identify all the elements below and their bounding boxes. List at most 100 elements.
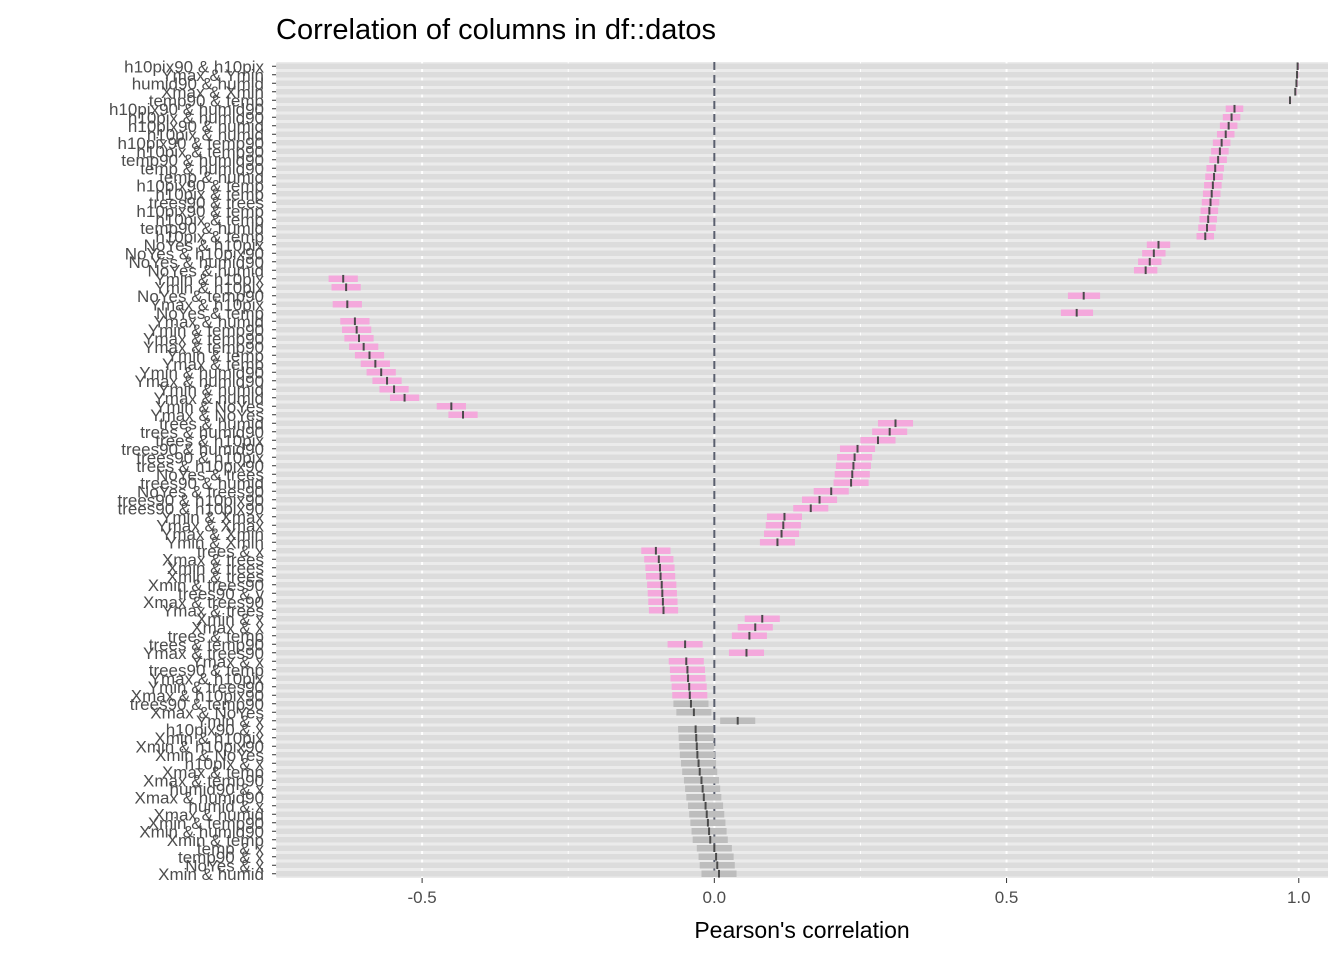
row-band	[276, 692, 1328, 698]
row-band	[276, 157, 1328, 163]
x-tick-label: -0.5	[407, 888, 436, 907]
row-band	[276, 811, 1328, 817]
row-band	[276, 123, 1328, 129]
row-band	[276, 828, 1328, 834]
y-tick-label: humid90 & humid	[132, 74, 264, 93]
y-tick-label: Ymax & temp90	[143, 329, 264, 348]
chart-title: Correlation of columns in df::datos	[276, 14, 716, 46]
y-tick-label: Ymin & Xmax	[161, 508, 264, 527]
y-tick-label: Xmin & temp90	[148, 814, 264, 833]
y-tick-label: NoYes & x	[185, 856, 264, 875]
y-tick-label: h10pix & x	[185, 754, 265, 773]
y-tick-label: temp & x	[197, 839, 265, 858]
row-band	[276, 709, 1328, 715]
row-band	[276, 726, 1328, 732]
row-band	[276, 871, 1328, 877]
row-band	[276, 395, 1328, 401]
row-band	[276, 480, 1328, 486]
row-band	[276, 114, 1328, 120]
row-band	[276, 667, 1328, 673]
y-tick-label: temp90 & temp	[149, 91, 264, 110]
y-tick-label: NoYes & h10pix90	[125, 244, 264, 263]
y-tick-label: NoYes & trees	[156, 465, 264, 484]
y-tick-label: h10pix90 & temp90	[118, 134, 265, 153]
y-tick-label: h10pix & humid90	[128, 108, 264, 127]
y-tick-label: h10pix & humid	[147, 125, 264, 144]
y-tick-label: Xmin & humid	[158, 865, 264, 884]
y-tick-label: trees & h10pix	[155, 431, 264, 450]
y-tick-label: trees & h10pix90	[136, 457, 264, 476]
row-band	[276, 590, 1328, 596]
row-band	[276, 72, 1328, 78]
y-tick-label: trees90 & h10pix	[136, 448, 264, 467]
y-tick-label: temp90 & humid	[140, 219, 264, 238]
row-band	[276, 63, 1328, 69]
y-tick-label: Xmin & NoYes	[155, 746, 264, 765]
row-band	[276, 420, 1328, 426]
row-band	[276, 837, 1328, 843]
y-tick-label: Xmax & x	[191, 618, 264, 637]
row-band	[276, 344, 1328, 350]
y-tick-label: Ymin & temp90	[148, 321, 264, 340]
y-tick-label: h10pix90 & h10pix	[124, 57, 264, 76]
y-tick-label: Xmax & trees90	[143, 593, 264, 612]
y-tick-label: Xmax & Xmin	[161, 83, 264, 102]
row-band	[276, 437, 1328, 443]
y-tick-label: Xmin & humid90	[139, 822, 264, 841]
row-band	[276, 701, 1328, 707]
y-tick-label: Xmax & humid90	[135, 788, 264, 807]
y-tick-label: Ymax & trees	[162, 601, 264, 620]
y-tick-label: Ymax & Xmin	[161, 525, 264, 544]
row-band	[276, 633, 1328, 639]
y-tick-label: Xmin & temp	[167, 831, 264, 850]
row-band	[276, 463, 1328, 469]
row-band	[276, 743, 1328, 749]
y-tick-label: NoYes & humid90	[129, 253, 264, 272]
row-band	[276, 378, 1328, 384]
row-band	[276, 488, 1328, 494]
row-band	[276, 267, 1328, 273]
y-tick-label: h10pix & temp	[155, 227, 264, 246]
y-tick-label: Ymin & trees90	[148, 678, 264, 697]
point-estimates	[342, 62, 1299, 878]
y-tick-label: trees90 & y	[178, 584, 264, 603]
y-tick-label: Xmin & trees	[167, 559, 264, 578]
y-tick-label: NoYes & trees90	[137, 482, 264, 501]
row-band	[276, 293, 1328, 299]
row-band	[276, 539, 1328, 545]
y-tick-label: NoYes & humid	[147, 261, 264, 280]
row-band	[276, 361, 1328, 367]
y-tick-label: h10pix & temp90	[136, 142, 264, 161]
row-band	[276, 794, 1328, 800]
y-tick-label: h10pix & temp	[155, 210, 264, 229]
row-band	[276, 208, 1328, 214]
y-tick-label: Ymin & humid90	[139, 363, 264, 382]
row-band	[276, 386, 1328, 392]
row-band	[276, 80, 1328, 86]
row-band	[276, 335, 1328, 341]
row-band	[276, 607, 1328, 613]
row-band	[276, 242, 1328, 248]
x-axis-label: Pearson's correlation	[694, 917, 909, 943]
row-band	[276, 352, 1328, 358]
row-band	[276, 650, 1328, 656]
row-band	[276, 522, 1328, 528]
row-band	[276, 191, 1328, 197]
row-band	[276, 310, 1328, 316]
row-band	[276, 531, 1328, 537]
y-tick-label: temp & humid90	[140, 159, 264, 178]
row-band	[276, 318, 1328, 324]
y-tick-label: Xmin & x	[196, 610, 265, 629]
y-tick-label: temp90 & x	[178, 848, 264, 867]
y-tick-label: Ymax & h10pix	[150, 295, 265, 314]
y-tick-label: h10pix90 & temp	[136, 202, 264, 221]
y-tick-label: NoYes & temp	[156, 304, 264, 323]
row-band	[276, 216, 1328, 222]
x-tick-label: 0.5	[995, 888, 1019, 907]
y-tick-label: trees & humid90	[140, 423, 264, 442]
row-band	[276, 403, 1328, 409]
y-tick-label: Xmax & trees	[162, 550, 264, 569]
row-band	[276, 641, 1328, 647]
y-tick-label: Ymin & x	[196, 712, 265, 731]
